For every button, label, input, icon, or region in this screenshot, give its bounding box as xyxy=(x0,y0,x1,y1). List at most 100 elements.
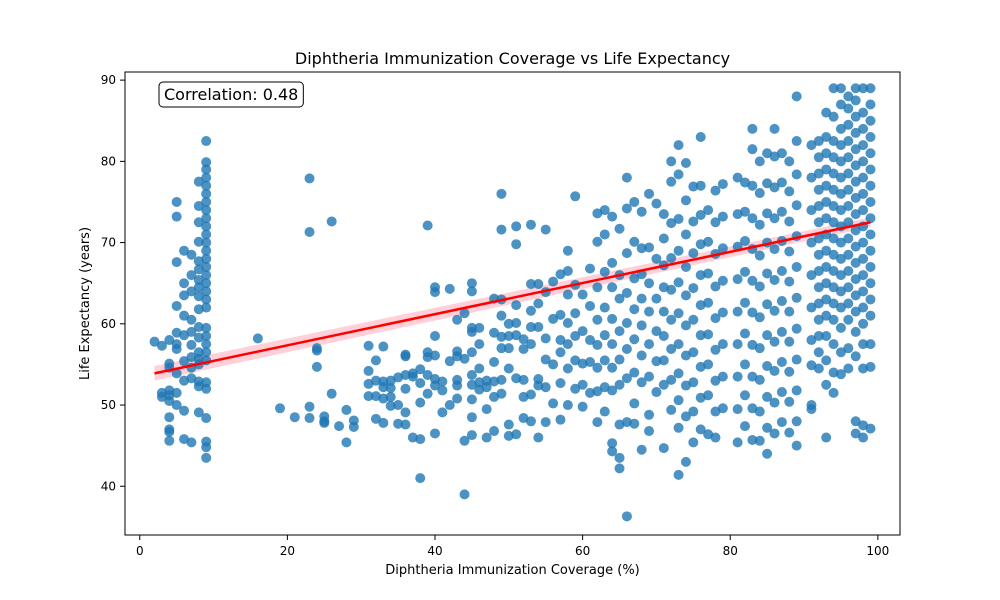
data-point xyxy=(585,263,595,274)
data-point xyxy=(703,236,714,247)
data-point xyxy=(186,339,197,350)
y-tick-label: 90 xyxy=(101,73,116,87)
data-point xyxy=(688,437,699,448)
data-point xyxy=(585,300,595,311)
data-point xyxy=(740,390,750,401)
data-point xyxy=(171,387,182,398)
data-point xyxy=(592,236,603,247)
data-point xyxy=(828,282,839,293)
data-point xyxy=(201,302,212,313)
data-point xyxy=(673,339,684,350)
data-point xyxy=(156,340,167,351)
data-point xyxy=(791,91,802,102)
data-point xyxy=(201,221,212,232)
data-point xyxy=(858,140,869,151)
data-point xyxy=(518,343,529,354)
data-point xyxy=(666,314,677,325)
data-point xyxy=(252,333,263,344)
data-point xyxy=(540,382,551,393)
data-point xyxy=(821,213,832,224)
data-point xyxy=(407,371,418,382)
data-point xyxy=(821,379,832,390)
data-point xyxy=(607,339,618,350)
data-point xyxy=(762,422,773,433)
data-point xyxy=(459,489,470,500)
data-point xyxy=(791,440,802,451)
data-point xyxy=(850,241,861,252)
data-point xyxy=(422,220,433,231)
data-point xyxy=(164,335,175,346)
data-point xyxy=(607,257,618,268)
data-point xyxy=(334,421,345,432)
data-point xyxy=(680,411,691,422)
data-point xyxy=(415,364,426,375)
data-point xyxy=(865,213,876,224)
data-point xyxy=(813,314,824,325)
data-point xyxy=(828,152,839,163)
data-point xyxy=(784,216,795,227)
data-point xyxy=(813,168,824,179)
data-point xyxy=(186,314,197,325)
data-point xyxy=(754,219,765,230)
x-tick-label: 40 xyxy=(427,544,442,558)
data-point xyxy=(599,302,610,313)
data-point xyxy=(607,313,618,324)
data-point xyxy=(762,299,773,310)
data-point xyxy=(791,416,802,427)
data-point xyxy=(555,347,566,358)
y-tick-label: 70 xyxy=(101,236,116,250)
data-point xyxy=(791,136,802,147)
data-point xyxy=(592,282,603,293)
y-tick-label: 80 xyxy=(101,154,116,168)
data-point xyxy=(466,412,477,423)
data-point xyxy=(813,152,824,163)
data-point xyxy=(444,356,455,367)
data-point xyxy=(459,435,470,446)
data-point xyxy=(710,313,721,324)
data-point xyxy=(636,320,647,331)
data-point xyxy=(806,404,817,415)
data-point xyxy=(658,355,669,366)
y-tick-label: 40 xyxy=(101,479,116,493)
data-point xyxy=(607,438,618,449)
data-point xyxy=(311,361,322,372)
data-point xyxy=(791,323,802,334)
data-point xyxy=(201,172,212,183)
data-point xyxy=(658,233,669,244)
data-point xyxy=(813,233,824,244)
data-point xyxy=(621,287,632,298)
data-point xyxy=(717,307,728,318)
data-point xyxy=(769,182,780,193)
data-point xyxy=(614,354,625,365)
data-point xyxy=(621,511,632,522)
data-point xyxy=(621,172,632,183)
data-point xyxy=(762,268,773,279)
data-point xyxy=(385,391,396,402)
data-point xyxy=(673,469,684,480)
data-point xyxy=(673,169,684,180)
data-point xyxy=(452,380,463,391)
data-point xyxy=(644,409,655,420)
data-point xyxy=(673,214,684,225)
data-point xyxy=(754,188,765,199)
data-point xyxy=(548,398,559,409)
data-point xyxy=(370,355,381,366)
data-point xyxy=(858,123,869,134)
data-point xyxy=(828,201,839,212)
data-point xyxy=(865,310,876,321)
data-point xyxy=(688,314,699,325)
data-point xyxy=(511,221,522,232)
data-point xyxy=(201,164,212,175)
data-point xyxy=(201,322,212,333)
data-point xyxy=(430,330,440,341)
data-point xyxy=(850,290,861,301)
data-point xyxy=(179,356,190,367)
data-point xyxy=(850,416,861,427)
data-point xyxy=(201,347,212,358)
data-point xyxy=(658,379,669,390)
data-point xyxy=(466,286,477,297)
data-point xyxy=(813,201,824,212)
data-point xyxy=(171,196,182,207)
data-point xyxy=(740,266,750,277)
data-point xyxy=(614,463,625,474)
